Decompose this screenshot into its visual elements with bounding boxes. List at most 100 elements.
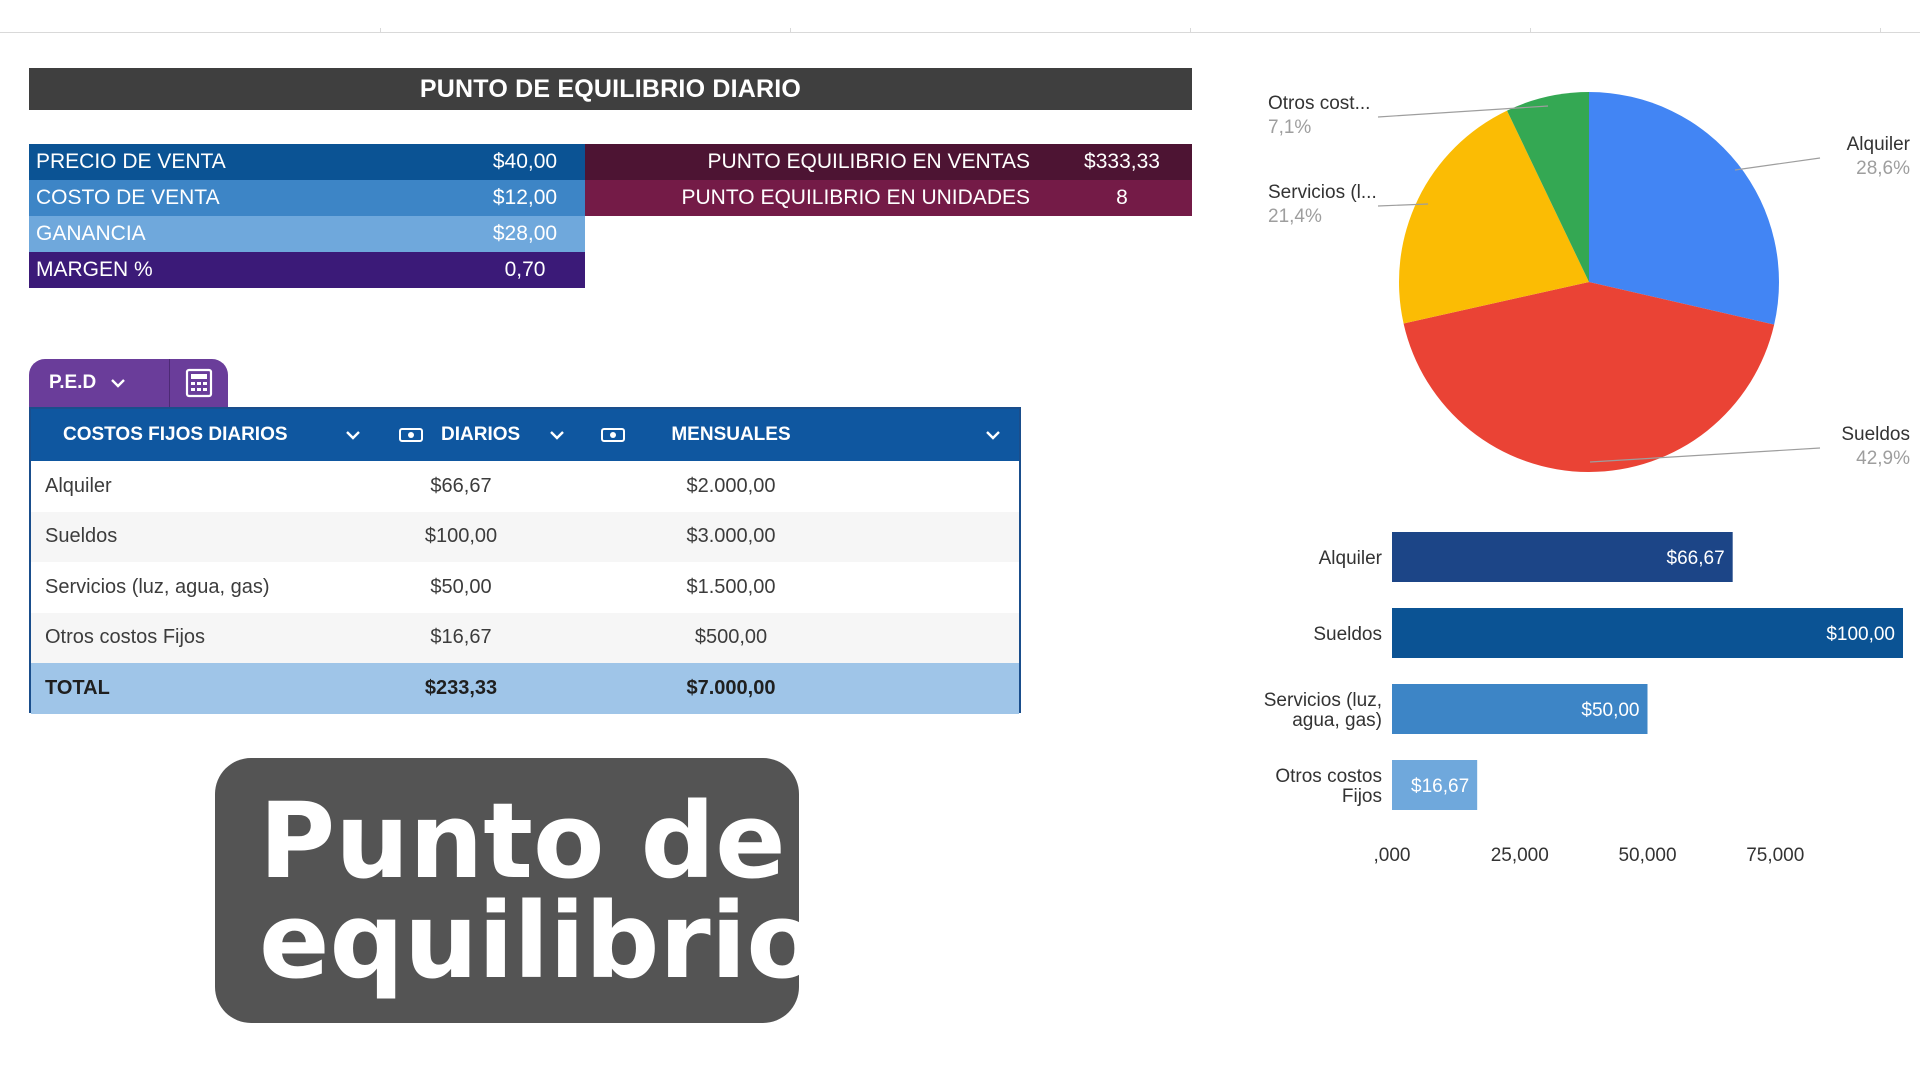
cell-mensuales: $7.000,00: [686, 676, 776, 699]
bar-1[interactable]: [1392, 608, 1903, 658]
bar-category-label: agua, gas): [1292, 710, 1382, 731]
calculator-button[interactable]: [170, 368, 228, 398]
metric-label: COSTO DE VENTA: [36, 186, 220, 209]
result-pe-ventas[interactable]: PUNTO EQUILIBRIO EN VENTAS $333,33: [585, 144, 1192, 180]
bar-3[interactable]: [1392, 760, 1478, 810]
metric-margen[interactable]: MARGEN % 0,70: [29, 252, 585, 288]
cell-name: TOTAL: [45, 676, 110, 699]
table-row[interactable]: Servicios (luz, agua, gas) $50,00 $1.500…: [31, 562, 1019, 613]
header-costos-fijos[interactable]: COSTOS FIJOS DIARIOS: [63, 424, 288, 445]
metric-value: $28,00: [492, 222, 558, 245]
tab-ped-label: P.E.D: [49, 372, 97, 393]
pie-leader-line: [1377, 203, 1429, 207]
result-value: $333,33: [1084, 150, 1160, 173]
cell-mensuales: $2.000,00: [686, 474, 776, 497]
calculator-icon: [185, 368, 213, 398]
column-marker: [1880, 28, 1881, 33]
bar-chart-svg: $66,67 Alquiler $100,00 Sueldos $50,00 Servic…: [1264, 532, 1903, 866]
cell-diarios: $100,00: [424, 525, 498, 548]
chevron-down-icon[interactable]: [345, 409, 361, 461]
metric-value: $40,00: [492, 150, 558, 173]
cell-diarios: $233,33: [424, 676, 498, 699]
column-marker: [790, 28, 791, 33]
pie-slice-servicios-l-[interactable]: [1399, 110, 1589, 324]
pie-leader-line: [1589, 447, 1821, 463]
pie-slice-alquiler[interactable]: [1589, 92, 1779, 325]
cell-name: Sueldos: [45, 525, 118, 548]
header-mensuales[interactable]: MENSUALES: [671, 424, 791, 445]
bar-category-label: Otros costos: [1275, 766, 1382, 787]
table-row[interactable]: Sueldos $100,00 $3.000,00: [31, 511, 1019, 562]
pie-chart[interactable]: Alquiler 28,6% Sueldos 42,9% Servicios (l...…: [1240, 80, 1920, 500]
column-marker: [380, 28, 381, 33]
cell-mensuales: $500,00: [694, 626, 768, 649]
cell-name: Alquiler: [45, 474, 112, 497]
bar-category-label: Alquiler: [1319, 548, 1383, 569]
metric-label: GANANCIA: [36, 222, 146, 245]
table-row[interactable]: Alquiler $66,67 $2.000,00: [31, 461, 1019, 512]
pie-pct-label: 42,9%: [1856, 448, 1910, 469]
cell-name: Otros costos Fijos: [45, 626, 206, 649]
title-badge: Punto de equilibrio: [215, 758, 818, 1023]
x-tick-label: ,000: [1374, 845, 1411, 866]
bar-chart[interactable]: $66,67 Alquiler $100,00 Sueldos $50,00 Servic…: [1240, 520, 1920, 880]
bar-data-label: $66,67: [1667, 548, 1725, 569]
cell-mensuales: $3.000,00: [686, 525, 776, 548]
bar-2[interactable]: [1392, 684, 1648, 734]
pie-pct-label: 21,4%: [1268, 206, 1322, 227]
metric-costo-venta[interactable]: COSTO DE VENTA $12,00: [29, 180, 585, 216]
pie-slice-otros-cost-[interactable]: [1507, 92, 1589, 282]
x-tick-label: 50,000: [1618, 845, 1676, 866]
pie-label: Servicios (l...: [1268, 182, 1377, 203]
table-total-row[interactable]: TOTAL $233,33 $7.000,00: [31, 663, 1019, 714]
money-icon: [601, 409, 625, 461]
column-marker: [1190, 28, 1191, 33]
chevron-down-icon[interactable]: [985, 409, 1001, 461]
pie-label: Alquiler: [1847, 134, 1911, 155]
column-marker: [1530, 28, 1531, 33]
cell-diarios: $66,67: [430, 474, 492, 497]
x-tick-label: 25,000: [1491, 845, 1549, 866]
bar-category-label: Sueldos: [1313, 624, 1382, 645]
money-icon: [399, 409, 423, 461]
cell-diarios: $50,00: [430, 575, 492, 598]
pie-chart-svg: Alquiler 28,6% Sueldos 42,9% Servicios (l...…: [1268, 92, 1911, 472]
pie-label: Sueldos: [1841, 424, 1910, 445]
pie-pct-label: 28,6%: [1856, 158, 1910, 179]
pie-leader-line: [1377, 105, 1549, 118]
bar-data-label: $50,00: [1581, 700, 1639, 721]
sheet-title: PUNTO DE EQUILIBRIO DIARIO: [29, 68, 1192, 110]
badge-line-2: equilibrio: [259, 879, 818, 1002]
cell-diarios: $16,67: [430, 626, 492, 649]
metric-value: 0,70: [504, 258, 546, 281]
table-row[interactable]: Otros costos Fijos $16,67 $500,00: [31, 612, 1019, 663]
fixed-costs-table: COSTOS FIJOS DIARIOS DIARIOS MENSUALES A…: [29, 407, 1021, 714]
bar-data-label: $100,00: [1826, 624, 1895, 645]
bar-data-label: $16,67: [1411, 776, 1469, 797]
result-pe-unidades[interactable]: PUNTO EQUILIBRIO EN UNIDADES 8: [585, 180, 1192, 216]
result-label: PUNTO EQUILIBRIO EN VENTAS: [707, 150, 1030, 173]
x-tick-label: 75,000: [1746, 845, 1804, 866]
bar-0[interactable]: [1392, 532, 1733, 582]
metric-precio-venta[interactable]: PRECIO DE VENTA $40,00: [29, 144, 585, 180]
metric-label: MARGEN %: [36, 258, 153, 281]
pie-slice-sueldos[interactable]: [1403, 282, 1775, 472]
cell-name: Servicios (luz, agua, gas): [45, 575, 270, 598]
result-value: 8: [1116, 186, 1128, 209]
tab-divider: [169, 359, 170, 407]
pie-pct-label: 7,1%: [1268, 117, 1311, 138]
table-tab-bar: P.E.D: [29, 359, 228, 407]
result-label: PUNTO EQUILIBRIO EN UNIDADES: [681, 186, 1030, 209]
metric-value: $12,00: [492, 186, 558, 209]
pie-leader-line: [1734, 157, 1821, 171]
header-diarios[interactable]: DIARIOS: [441, 424, 521, 445]
tab-ped[interactable]: P.E.D: [29, 372, 169, 394]
badge-line-1: Punto de: [259, 779, 786, 902]
metric-ganancia[interactable]: GANANCIA $28,00: [29, 216, 585, 252]
chevron-down-icon: [111, 379, 126, 388]
chevron-down-icon[interactable]: [549, 409, 565, 461]
cell-mensuales: $1.500,00: [686, 575, 776, 598]
table-header: COSTOS FIJOS DIARIOS DIARIOS MENSUALES: [31, 409, 1019, 461]
sheet-gridline: [0, 32, 1920, 33]
bar-category-label: Servicios (luz,: [1264, 690, 1382, 711]
